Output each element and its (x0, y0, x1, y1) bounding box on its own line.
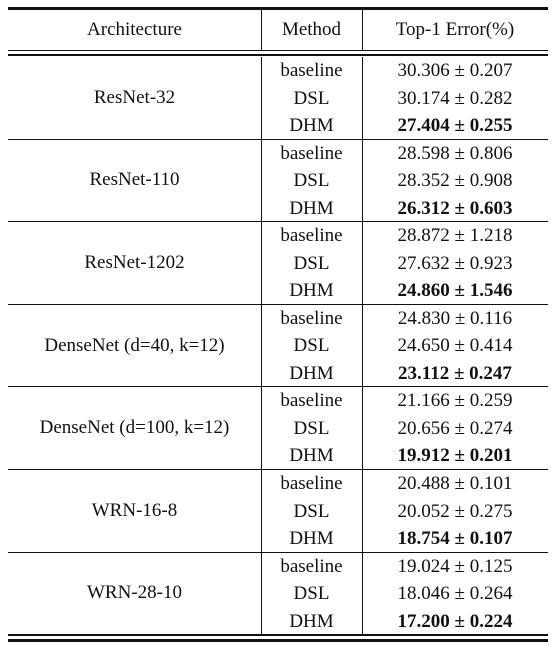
error-cell: 19.912 ± 0.201 (397, 445, 513, 467)
rule (8, 50, 548, 51)
rule (8, 54, 548, 56)
error-cell: 28.352 ± 0.908 (397, 170, 513, 192)
rule (8, 303, 548, 305)
method-cell: DSL (293, 252, 330, 274)
header-cell: Top-1 Error(%) (395, 19, 515, 40)
rule (8, 138, 548, 140)
error-cell: 27.632 ± 0.923 (397, 252, 513, 274)
rule (8, 551, 548, 553)
column-rule (261, 387, 262, 469)
column-rule (261, 470, 262, 552)
header-cell: Architecture (87, 19, 182, 40)
column-rule (261, 139, 262, 222)
method-cell: baseline (280, 390, 343, 412)
method-cell: DSL (293, 335, 330, 357)
architecture-cell: DenseNet (d=100, k=12) (39, 417, 230, 439)
method-cell: DSL (293, 500, 330, 522)
error-cell: 23.112 ± 0.247 (398, 362, 512, 384)
architecture-cell: WRN-28-10 (87, 582, 182, 604)
method-cell: DSL (293, 87, 330, 109)
error-cell: 24.860 ± 1.546 (397, 280, 513, 302)
method-cell: DSL (293, 583, 330, 605)
column-rule (362, 387, 363, 469)
architecture-cell: ResNet-110 (89, 169, 180, 191)
error-cell: 17.200 ± 0.224 (397, 610, 513, 632)
column-rule (261, 10, 262, 50)
column-rule (362, 10, 363, 50)
rule (8, 469, 548, 470)
method-cell: DHM (289, 528, 334, 549)
rule (8, 639, 548, 643)
error-cell: 18.046 ± 0.264 (397, 583, 513, 605)
architecture-cell: ResNet-1202 (84, 252, 185, 273)
architecture-cell: ResNet-32 (93, 86, 176, 108)
method-cell: DSL (293, 170, 330, 192)
column-rule (261, 304, 262, 387)
method-cell: DHM (289, 197, 334, 219)
method-cell: DHM (289, 115, 334, 136)
rule (8, 7, 548, 10)
architecture-cell: WRN-16-8 (91, 499, 178, 521)
error-cell: 19.024 ± 0.125 (397, 555, 513, 577)
method-cell: DHM (289, 362, 334, 384)
column-rule (261, 57, 262, 139)
error-cell: 24.830 ± 0.116 (397, 307, 513, 329)
method-cell: DSL (293, 417, 330, 439)
error-cell: 28.598 ± 0.806 (397, 142, 513, 164)
method-cell: baseline (280, 307, 343, 329)
error-cell: 30.306 ± 0.207 (397, 60, 513, 81)
method-cell: baseline (280, 473, 343, 494)
method-cell: baseline (280, 555, 343, 577)
error-cell: 30.174 ± 0.282 (397, 87, 513, 109)
rule (8, 634, 548, 637)
method-cell: DHM (289, 445, 334, 467)
error-cell: 20.488 ± 0.101 (397, 473, 513, 494)
error-cell: 20.656 ± 0.274 (397, 417, 513, 439)
error-cell: 26.312 ± 0.603 (397, 197, 513, 219)
column-rule (362, 470, 363, 552)
error-cell: 24.650 ± 0.414 (397, 335, 513, 357)
column-rule (362, 552, 363, 635)
column-rule (261, 552, 262, 635)
method-cell: baseline (280, 60, 343, 81)
architecture-cell: DenseNet (d=40, k=12) (44, 334, 225, 356)
method-cell: DHM (289, 610, 334, 632)
rule (8, 386, 548, 388)
column-rule (362, 139, 363, 222)
column-rule (362, 57, 363, 139)
column-rule (362, 304, 363, 387)
error-cell: 28.872 ± 1.218 (397, 225, 513, 247)
error-cell: 20.052 ± 0.275 (397, 500, 513, 522)
header-cell: Method (281, 19, 342, 40)
method-cell: baseline (280, 142, 343, 164)
column-rule (261, 222, 262, 304)
rule (8, 221, 548, 223)
error-cell: 18.754 ± 0.107 (397, 528, 513, 549)
method-cell: DHM (289, 280, 334, 302)
error-cell: 27.404 ± 0.255 (397, 115, 513, 136)
method-cell: baseline (280, 225, 343, 247)
column-rule (362, 222, 363, 304)
error-cell: 21.166 ± 0.259 (397, 390, 513, 412)
